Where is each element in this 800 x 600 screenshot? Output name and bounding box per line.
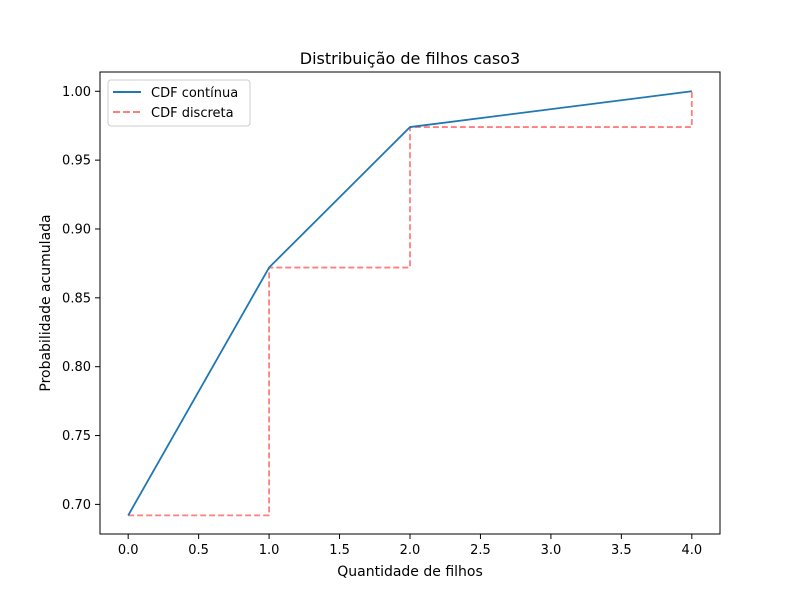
chart-title: Distribuição de filhos caso3 <box>300 49 520 68</box>
y-tick-label: 0.70 <box>62 498 91 513</box>
y-tick-label: 0.80 <box>62 360 91 375</box>
x-tick-label: 4.0 <box>681 543 702 558</box>
x-tick-label: 3.5 <box>611 543 632 558</box>
x-tick-label: 3.0 <box>541 543 562 558</box>
legend-box <box>107 79 251 127</box>
x-tick-label: 0.5 <box>188 543 209 558</box>
x-tick-label: 2.5 <box>470 543 491 558</box>
x-tick-label: 1.5 <box>329 543 350 558</box>
x-tick-label: 0.0 <box>118 543 139 558</box>
y-tick-label: 0.75 <box>62 429 91 444</box>
x-axis: 0.0 0.5 1.0 1.5 2.0 2.5 3.0 3.5 4.0 <box>118 534 702 558</box>
y-axis: 0.70 0.75 0.80 0.85 0.90 0.95 1.00 <box>62 85 100 513</box>
legend-label-cdf-discreta: CDF discreta <box>151 106 234 121</box>
series-line-cdf-discreta <box>128 91 693 517</box>
legend-label-cdf-continua: CDF contínua <box>151 86 238 101</box>
series-layer <box>127 90 693 517</box>
series-line-cdf-continua <box>127 90 692 516</box>
x-tick-label: 2.0 <box>400 543 421 558</box>
legend: CDF contínua CDF discreta <box>107 79 251 127</box>
y-axis-label: Probabilidade acumulada <box>38 214 54 391</box>
y-tick-label: 0.90 <box>62 222 91 237</box>
x-tick-label: 1.0 <box>259 543 280 558</box>
y-tick-label: 0.95 <box>62 154 91 169</box>
y-tick-label: 1.00 <box>62 85 91 100</box>
y-tick-label: 0.85 <box>62 291 91 306</box>
x-axis-label: Quantidade de filhos <box>337 564 483 580</box>
